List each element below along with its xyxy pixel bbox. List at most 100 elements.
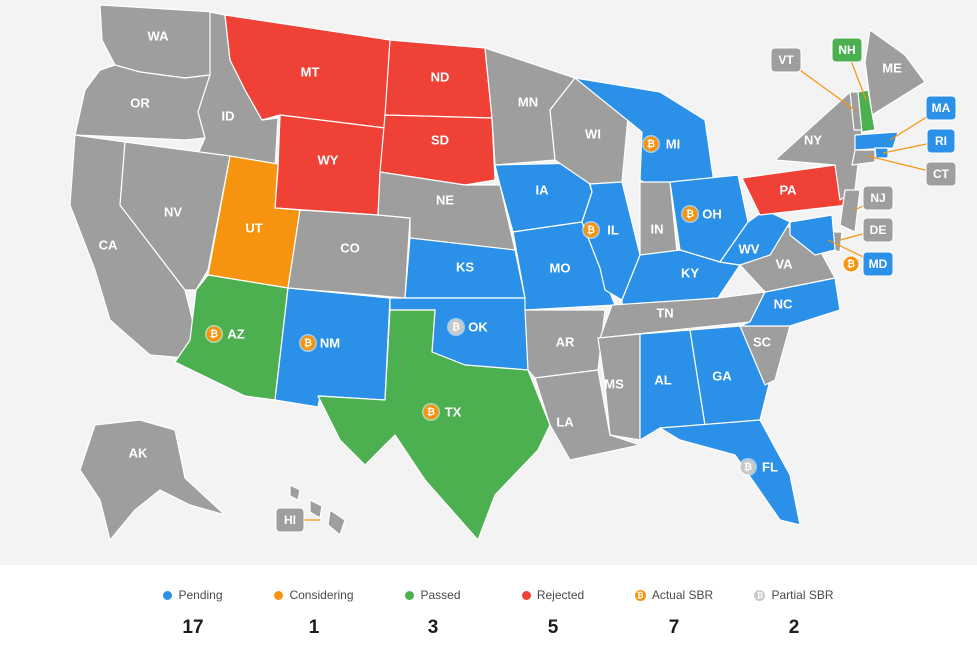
svg-text:₿: ₿ bbox=[304, 337, 312, 349]
state-ma[interactable] bbox=[854, 131, 899, 151]
legend-item-rejected: Rejected 5 bbox=[483, 587, 623, 639]
state-label-va: VA bbox=[775, 257, 793, 272]
state-label-wi: WI bbox=[585, 127, 601, 142]
svg-text:₿: ₿ bbox=[647, 138, 655, 150]
legend-dot-icon bbox=[274, 590, 284, 600]
state-tag-nj[interactable]: NJ bbox=[862, 185, 894, 211]
state-ak[interactable] bbox=[79, 419, 226, 541]
state-ri[interactable] bbox=[874, 147, 889, 159]
state-label-la: LA bbox=[556, 415, 574, 430]
state-tag-ct[interactable]: CT bbox=[925, 161, 957, 187]
legend-item-actual-sbr: ₿ Actual SBR 7 bbox=[604, 587, 744, 639]
state-label-ms: MS bbox=[604, 377, 624, 392]
state-label-ak: AK bbox=[129, 446, 148, 461]
state-tag-de[interactable]: DE bbox=[862, 217, 894, 243]
state-tag-md[interactable]: MD bbox=[862, 251, 894, 277]
sbr-actual-icon-il: ₿ bbox=[582, 221, 600, 239]
state-la[interactable] bbox=[534, 369, 641, 461]
state-label-fl: FL bbox=[762, 460, 778, 475]
state-label-tn: TN bbox=[656, 306, 673, 321]
svg-text:RI: RI bbox=[935, 134, 947, 148]
us-map-svg: WA OR CA ID NV MT WY UT AZ ₿ CO NM ₿ ND SD NE KS OK ₿ TX ₿ MN… bbox=[69, 4, 957, 541]
svg-text:₿: ₿ bbox=[744, 461, 752, 473]
legend-label: Partial SBR bbox=[771, 588, 834, 602]
legend-dot-icon bbox=[163, 590, 173, 600]
legend-label: Rejected bbox=[536, 588, 585, 602]
state-label-oh: OH bbox=[702, 207, 722, 222]
state-label-mt: MT bbox=[301, 65, 320, 80]
svg-text:VT: VT bbox=[778, 53, 794, 67]
svg-text:HI: HI bbox=[284, 513, 296, 527]
state-label-ky: KY bbox=[681, 266, 699, 281]
state-tag-ri[interactable]: RI bbox=[926, 128, 956, 154]
state-label-nd: ND bbox=[431, 70, 450, 85]
state-ky[interactable] bbox=[621, 249, 741, 306]
state-nh[interactable] bbox=[857, 89, 876, 133]
state-me[interactable] bbox=[864, 29, 926, 116]
svg-text:NJ: NJ bbox=[870, 191, 885, 205]
state-label-nv: NV bbox=[164, 205, 182, 220]
state-label-mi: MI bbox=[666, 137, 680, 152]
sbr-partial-icon-fl: ₿ bbox=[739, 458, 757, 476]
state-nj[interactable] bbox=[839, 189, 861, 233]
legend-item-partial-sbr: ₿ Partial SBR 2 bbox=[724, 587, 864, 639]
svg-text:₿: ₿ bbox=[210, 328, 218, 340]
state-tag-ma[interactable]: MA bbox=[925, 95, 957, 121]
svg-text:₿: ₿ bbox=[452, 321, 460, 333]
svg-text:MA: MA bbox=[932, 101, 951, 115]
state-label-ks: KS bbox=[456, 260, 474, 275]
state-label-sd: SD bbox=[431, 133, 449, 148]
bitcoin-outline-icon: ₿ bbox=[754, 589, 766, 601]
state-label-wy: WY bbox=[318, 153, 339, 168]
svg-text:NH: NH bbox=[838, 43, 855, 57]
state-label-co: CO bbox=[340, 241, 360, 256]
us-map: WA OR CA ID NV MT WY UT AZ ₿ CO NM ₿ ND SD NE KS OK ₿ TX ₿ MN… bbox=[0, 0, 977, 565]
state-ms[interactable] bbox=[597, 333, 641, 441]
state-tag-nh[interactable]: NH bbox=[831, 37, 863, 63]
state-label-ne: NE bbox=[436, 193, 454, 208]
legend-item-considering: Considering 1 bbox=[244, 587, 384, 639]
legend-count: 3 bbox=[427, 617, 439, 638]
state-label-mn: MN bbox=[518, 95, 538, 110]
state-fl[interactable] bbox=[659, 419, 801, 526]
sbr-actual-icon-az: ₿ bbox=[205, 325, 223, 343]
state-label-pa: PA bbox=[779, 183, 797, 198]
state-tx[interactable] bbox=[317, 309, 551, 541]
svg-text:DE: DE bbox=[870, 223, 887, 237]
state-sd[interactable] bbox=[379, 114, 496, 186]
svg-text:₿: ₿ bbox=[686, 208, 694, 220]
sbr-actual-icon-mi: ₿ bbox=[642, 135, 660, 153]
bitcoin-icon: ₿ bbox=[634, 589, 646, 601]
legend-dot-icon bbox=[405, 590, 415, 600]
svg-text:CT: CT bbox=[933, 167, 950, 181]
sbr-actual-icon-nm: ₿ bbox=[299, 334, 317, 352]
sbr-actual-icon-md: ₿ bbox=[842, 255, 860, 273]
state-tag-hi[interactable]: HI bbox=[275, 507, 305, 533]
legend-count: 17 bbox=[182, 617, 204, 638]
legend-count: 7 bbox=[668, 617, 680, 638]
sbr-actual-icon-oh: ₿ bbox=[681, 205, 699, 223]
legend-dot-icon bbox=[521, 590, 531, 600]
state-label-tx: TX bbox=[445, 405, 462, 420]
legend-count: 1 bbox=[308, 617, 320, 638]
legend-label: Actual SBR bbox=[651, 588, 714, 602]
state-hi[interactable] bbox=[289, 484, 346, 536]
state-label-or: OR bbox=[130, 96, 150, 111]
svg-text:₿: ₿ bbox=[587, 224, 595, 236]
svg-text:₿: ₿ bbox=[847, 258, 855, 270]
state-label-ut: UT bbox=[245, 221, 262, 236]
svg-text:MD: MD bbox=[869, 257, 888, 271]
sbr-partial-icon-ok: ₿ bbox=[447, 318, 465, 336]
svg-text:₿: ₿ bbox=[427, 406, 435, 418]
state-label-wa: WA bbox=[148, 29, 170, 44]
state-il[interactable] bbox=[581, 181, 641, 301]
state-md[interactable] bbox=[789, 214, 836, 256]
state-label-ok: OK bbox=[468, 320, 488, 335]
state-label-me: ME bbox=[882, 61, 902, 76]
state-ct[interactable] bbox=[851, 149, 876, 166]
state-label-al: AL bbox=[654, 373, 671, 388]
state-label-ny: NY bbox=[804, 133, 822, 148]
state-label-wv: WV bbox=[739, 242, 760, 257]
state-tag-vt[interactable]: VT bbox=[770, 47, 802, 73]
state-co[interactable] bbox=[287, 209, 411, 299]
